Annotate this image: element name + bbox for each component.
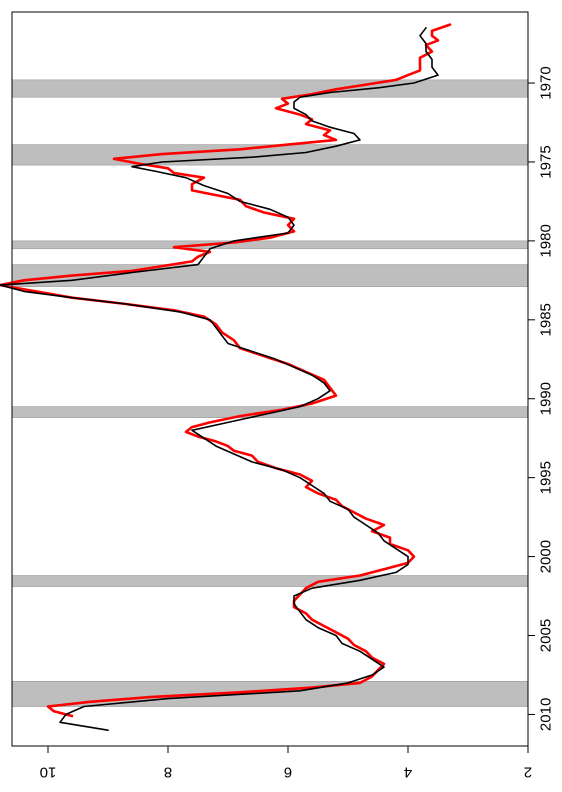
x-tick-label: 2000 — [538, 540, 555, 573]
x-tick-label: 1985 — [538, 303, 555, 336]
x-axis: 1970 1975 1980 1985 1990 1995 2000 2005 2010 — [527, 66, 555, 731]
x-tick-label: 1970 — [538, 66, 555, 99]
recession-band-1 — [11, 79, 529, 98]
recession-band-3 — [11, 240, 529, 250]
y-tick-label: 2 — [524, 764, 532, 781]
y-tick-label: 6 — [284, 764, 292, 781]
recession-shading — [11, 79, 529, 707]
series-line-1 — [0, 23, 452, 718]
y-tick-label: 8 — [164, 764, 172, 781]
x-tick-label: 1995 — [538, 461, 555, 494]
y-axis: 2 4 6 8 10 — [40, 745, 532, 781]
x-tick-label: 2010 — [538, 698, 555, 731]
y-tick-label: 10 — [40, 764, 57, 781]
x-tick-label: 1980 — [538, 224, 555, 257]
x-tick-label: 1990 — [538, 382, 555, 415]
series-line-2 — [0, 26, 439, 732]
recession-band-6 — [11, 575, 529, 587]
x-tick-label: 2005 — [538, 619, 555, 652]
plot-frame — [11, 11, 529, 747]
y-tick-label: 4 — [404, 764, 412, 781]
x-tick-label: 1975 — [538, 145, 555, 178]
series-layer — [0, 23, 452, 732]
recession-band-4 — [11, 264, 529, 287]
